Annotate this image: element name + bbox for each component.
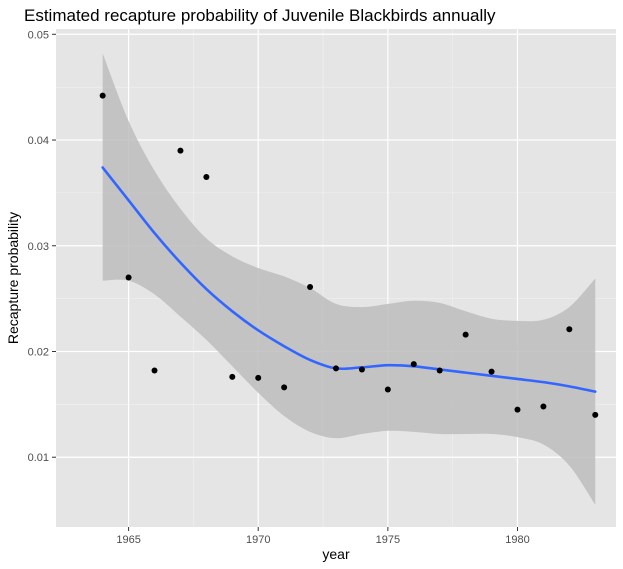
confidence-band-layer	[102, 53, 596, 505]
confidence-band	[102, 53, 596, 505]
x-tick-label: 1970	[246, 534, 270, 546]
data-point	[358, 366, 365, 373]
data-point	[99, 92, 106, 99]
data-points	[99, 92, 599, 418]
smooth-line-layer	[101, 166, 597, 393]
data-point	[384, 386, 391, 393]
y-axis-title: Recapture probability	[5, 212, 21, 344]
x-tick-label: 1965	[116, 534, 140, 546]
y-tick-label: 0.05	[28, 29, 49, 41]
data-point	[255, 374, 262, 381]
data-point	[566, 326, 573, 333]
y-tick-label: 0.04	[28, 135, 49, 147]
x-tick-label: 1975	[376, 534, 400, 546]
data-point	[514, 406, 521, 413]
data-point	[488, 368, 495, 375]
data-point	[540, 403, 547, 410]
data-point	[229, 373, 236, 380]
data-point	[410, 361, 417, 368]
y-tick-label: 0.03	[28, 241, 49, 253]
data-point	[592, 411, 599, 418]
x-tick-label: 1980	[505, 534, 529, 546]
data-point	[281, 384, 288, 391]
data-point	[462, 331, 469, 338]
chart-title: Estimated recapture probability of Juven…	[24, 6, 496, 25]
data-point	[333, 365, 339, 372]
gridlines	[56, 29, 616, 527]
data-point	[203, 174, 210, 181]
data-point	[125, 274, 132, 281]
y-tick-label: 0.01	[28, 452, 49, 464]
data-point	[151, 367, 158, 374]
data-point	[177, 147, 184, 154]
smooth-trend-line	[101, 166, 597, 393]
x-axis-title: year	[322, 546, 350, 562]
data-point	[307, 283, 314, 290]
axis-ticks: 1965 1970 1975 1980 0.01 0.02 0.03 0.04 0.05	[28, 29, 530, 546]
data-point	[436, 367, 443, 374]
y-tick-label: 0.02	[28, 346, 49, 358]
